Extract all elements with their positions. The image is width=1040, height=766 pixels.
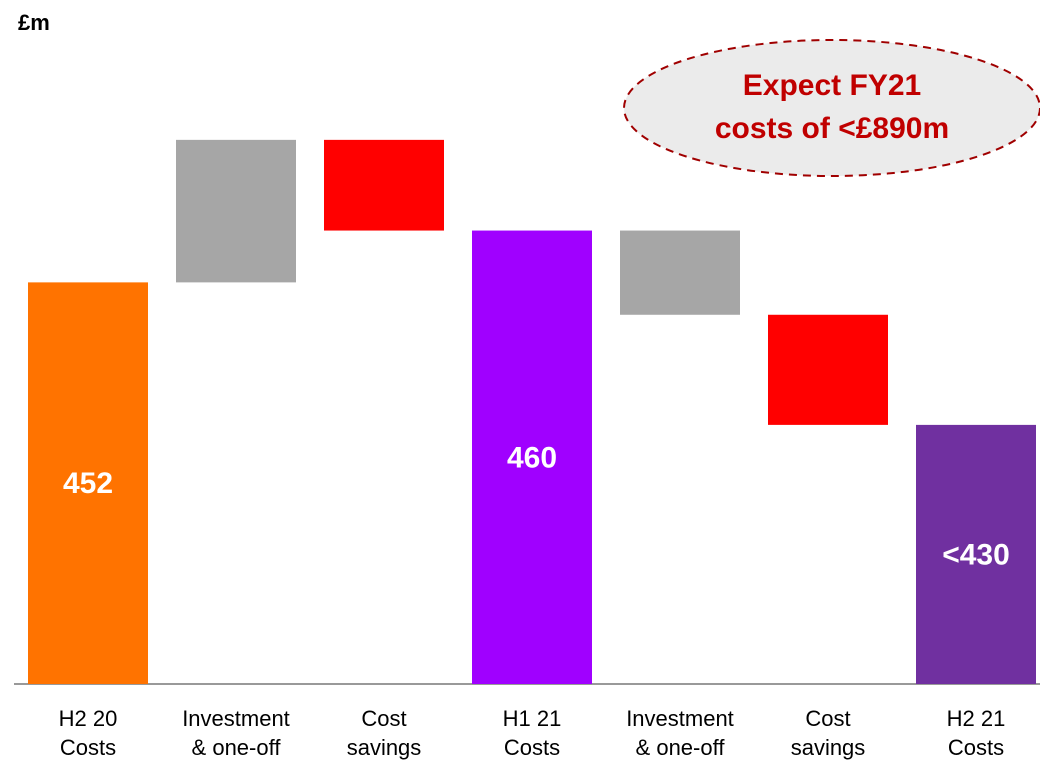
x-tick-label-line: H2 20: [59, 706, 118, 731]
x-tick-label-line: Cost: [361, 706, 406, 731]
bar: [28, 282, 148, 684]
bar: [768, 314, 888, 425]
x-tick-label-line: savings: [347, 735, 422, 760]
x-tick-label-line: & one-off: [192, 735, 282, 760]
x-tick-label-line: Investment: [182, 706, 290, 731]
x-tick-label: Investment & one-off: [182, 706, 290, 760]
x-tick-label: Cost savings: [347, 706, 422, 760]
data-label: 460: [507, 441, 557, 474]
unit-label: £m: [18, 10, 50, 35]
x-tick-label: H2 21 Costs: [947, 706, 1006, 760]
annotation-bubble: [623, 39, 1040, 177]
x-tick-label-line: savings: [791, 735, 866, 760]
bar: [620, 230, 740, 315]
bar: [916, 424, 1036, 684]
x-tick-label: H1 21 Costs: [503, 706, 562, 760]
data-label: 452: [63, 467, 113, 500]
x-tick-label-line: H1 21: [503, 706, 562, 731]
bar: [324, 139, 444, 231]
annotation-line: costs of <£890m: [715, 112, 949, 145]
x-tick-label-line: Costs: [504, 735, 560, 760]
x-tick-label-line: Costs: [948, 735, 1004, 760]
x-tick-label: H2 20 Costs: [59, 706, 118, 760]
x-tick-label-line: Cost: [805, 706, 850, 731]
bar: [472, 230, 592, 685]
data-label: <430: [942, 538, 1010, 571]
x-tick-label: Investment & one-off: [626, 706, 734, 760]
x-tick-label-line: Costs: [60, 735, 116, 760]
bar: [176, 139, 296, 283]
x-tick-label-line: H2 21: [947, 706, 1006, 731]
annotation-line: Expect FY21: [743, 69, 921, 102]
x-tick-label-line: & one-off: [636, 735, 726, 760]
x-tick-label-line: Investment: [626, 706, 734, 731]
x-tick-label: Cost savings: [791, 706, 866, 760]
